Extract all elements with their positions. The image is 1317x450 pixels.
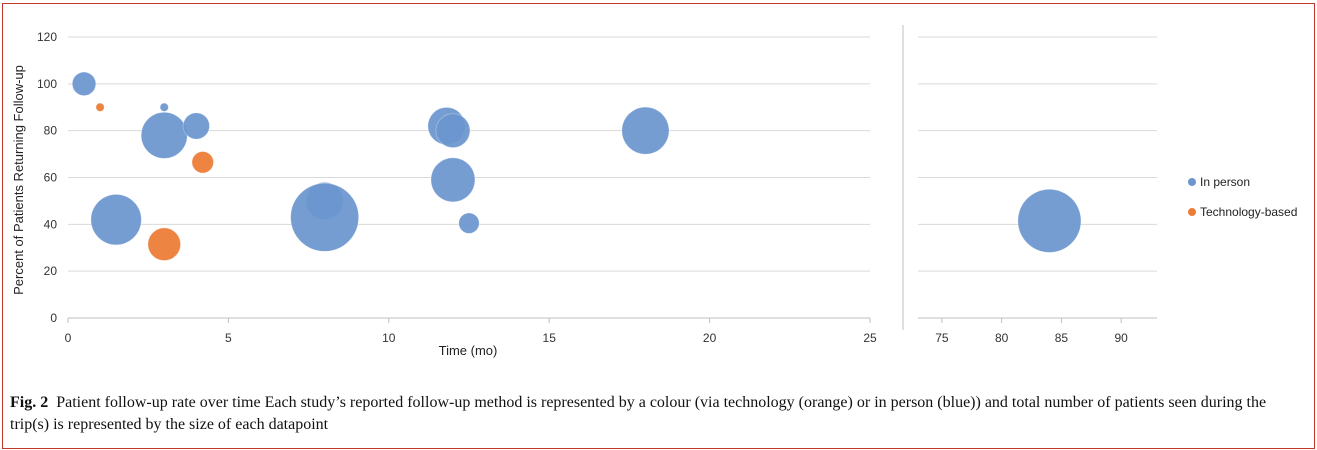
y-axis-title: Percent of Patients Returning Follow-up bbox=[11, 65, 26, 295]
x-tick-label: 25 bbox=[863, 331, 877, 345]
bubble-in-person bbox=[159, 102, 169, 112]
bubble-in-person bbox=[140, 111, 188, 159]
bubble-in-person bbox=[1017, 188, 1082, 253]
y-tick-label: 20 bbox=[44, 264, 58, 278]
bubble-in-person bbox=[182, 112, 210, 140]
caption-text: Patient follow-up rate over time Each st… bbox=[10, 394, 1267, 433]
bubble-in-person bbox=[621, 106, 670, 155]
bubble-technology-based bbox=[191, 151, 214, 174]
bubble-in-person bbox=[435, 113, 471, 149]
bubble-in-person bbox=[458, 212, 480, 234]
y-tick-label: 60 bbox=[44, 171, 58, 185]
legend-marker bbox=[1188, 208, 1196, 216]
x-tick-label: 75 bbox=[935, 331, 949, 345]
y-tick-label: 40 bbox=[44, 217, 58, 231]
bubble-in-person bbox=[430, 157, 476, 203]
x-tick-label: 80 bbox=[995, 331, 1009, 345]
bubble-in-person bbox=[90, 194, 142, 246]
x-tick-label: 15 bbox=[543, 331, 557, 345]
legend-label: Technology-based bbox=[1200, 205, 1297, 219]
figure-label: Fig. 2 bbox=[10, 394, 49, 411]
x-axis-title: Time (mo) bbox=[439, 343, 498, 358]
axes bbox=[67, 25, 1122, 330]
x-tick-label: 0 bbox=[65, 331, 72, 345]
bubble-in-person bbox=[71, 71, 97, 97]
y-tick-label: 120 bbox=[37, 30, 57, 44]
legend: In person Technology-based bbox=[1188, 175, 1297, 219]
x-tick-label: 85 bbox=[1055, 331, 1069, 345]
bubbles bbox=[71, 71, 1082, 261]
bubble-technology-based bbox=[95, 102, 105, 112]
y-tick-label: 100 bbox=[37, 77, 57, 91]
bubble-in-person bbox=[290, 182, 360, 252]
y-tick-label: 0 bbox=[50, 311, 57, 325]
legend-marker bbox=[1188, 178, 1196, 186]
y-tick-label: 80 bbox=[44, 124, 58, 138]
x-tick-label: 5 bbox=[225, 331, 232, 345]
tick-labels: 0 20 40 60 80 100 120 0 5 10 15 20 25 75 80 85 90 bbox=[37, 30, 1128, 345]
x-tick-label: 90 bbox=[1114, 331, 1128, 345]
x-tick-label: 20 bbox=[703, 331, 717, 345]
figure-border bbox=[2, 3, 1315, 449]
bubble-chart: 0 20 40 60 80 100 120 0 5 10 15 20 25 75 80 85 90 Time (… bbox=[11, 25, 1297, 358]
x-tick-label: 10 bbox=[382, 331, 396, 345]
grid-lines bbox=[68, 36, 1157, 319]
legend-label: In person bbox=[1200, 175, 1250, 189]
figure-caption: Fig. 2 Patient follow-up rate over time … bbox=[10, 392, 1305, 436]
bubble-technology-based bbox=[147, 227, 181, 261]
